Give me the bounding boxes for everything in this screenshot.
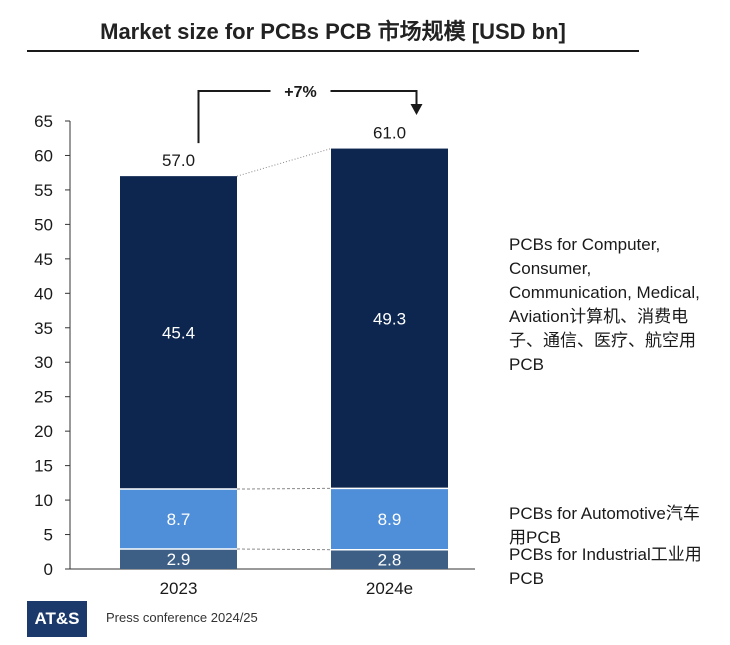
bar-segment	[120, 549, 237, 569]
y-tick-label: 35	[34, 319, 53, 338]
segment-value-label: 45.4	[162, 324, 195, 343]
segment-value-label: 2.9	[167, 550, 191, 569]
bar-segment	[331, 549, 448, 569]
legend-entry-computer-consumer: PCBs for Computer, Consumer, Communicati…	[509, 235, 700, 374]
segment-value-label: 2.8	[378, 550, 402, 569]
chart-title: Market size for PCBs PCB 市场规模 [USD bn]	[100, 19, 566, 44]
ats-logo: AT&S	[27, 601, 87, 637]
y-tick-label: 10	[34, 491, 53, 510]
y-tick-label: 0	[44, 560, 53, 579]
title-divider	[27, 50, 639, 52]
y-tick-label: 5	[44, 526, 53, 545]
y-tick-label: 30	[34, 353, 53, 372]
x-category-label: 2024e	[366, 579, 413, 598]
bar-segment	[331, 148, 448, 489]
y-tick-label: 45	[34, 250, 53, 269]
connector-dotted-line	[236, 148, 332, 177]
y-tick-label: 25	[34, 388, 53, 407]
connector-dashed-line	[236, 487, 332, 490]
y-tick-label: 65	[34, 112, 53, 131]
legend-entry-automotive: PCBs for Automotive汽车用PCB	[509, 504, 700, 547]
growth-arrow-right-line	[330, 90, 418, 106]
growth-label: +7%	[284, 84, 316, 101]
y-tick-label: 20	[34, 422, 53, 441]
growth-arrowhead-icon	[410, 104, 423, 115]
footer-caption: Press conference 2024/25	[106, 610, 258, 625]
total-value-label: 61.0	[373, 124, 406, 143]
y-tick-label: 15	[34, 457, 53, 476]
y-tick-label: 60	[34, 146, 53, 165]
connector-dashed-line	[236, 548, 332, 551]
x-category-label: 2023	[160, 579, 198, 598]
segment-value-label: 8.9	[378, 510, 402, 529]
bar-segment	[120, 489, 237, 550]
y-tick-label: 55	[34, 181, 53, 200]
y-tick-label: 50	[34, 215, 53, 234]
segment-value-label: 8.7	[167, 510, 191, 529]
total-value-label: 57.0	[162, 151, 195, 170]
bar-segment	[331, 488, 448, 550]
segment-value-label: 49.3	[373, 309, 406, 328]
y-tick-label: 40	[34, 284, 53, 303]
growth-arrow-left-line	[197, 90, 271, 144]
legend-entry-industrial: PCBs for Industrial工业用PCB	[509, 545, 702, 588]
bar-segment	[120, 176, 237, 490]
